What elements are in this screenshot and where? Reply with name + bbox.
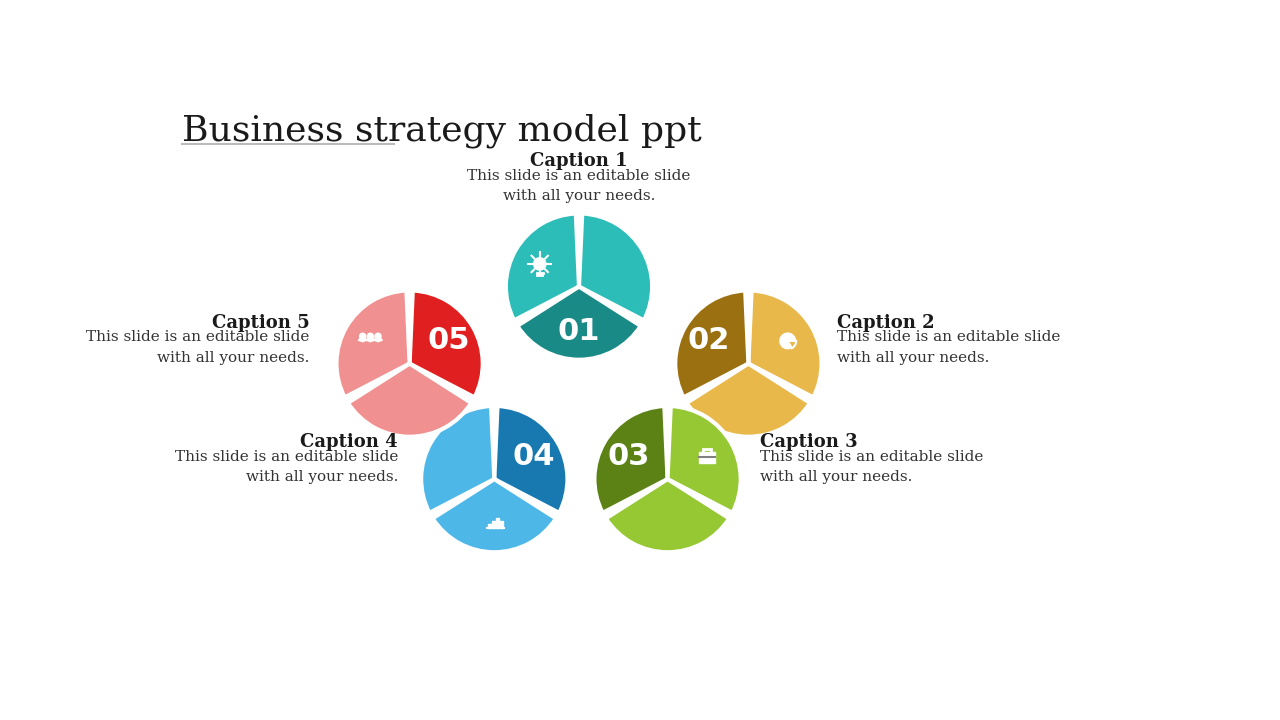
Wedge shape — [594, 406, 668, 513]
Text: 02: 02 — [687, 326, 731, 356]
Text: 05: 05 — [428, 326, 470, 356]
Text: This slide is an editable slide
with all your needs.: This slide is an editable slide with all… — [467, 168, 691, 203]
Wedge shape — [749, 290, 822, 397]
Wedge shape — [668, 406, 741, 513]
Text: Caption 4: Caption 4 — [301, 433, 398, 451]
Text: This slide is an editable slide
with all your needs.: This slide is an editable slide with all… — [760, 450, 983, 485]
Wedge shape — [337, 290, 410, 397]
Wedge shape — [686, 364, 810, 437]
Wedge shape — [517, 287, 641, 360]
Text: 03: 03 — [607, 442, 649, 471]
Wedge shape — [494, 406, 567, 513]
Wedge shape — [421, 406, 494, 513]
Text: This slide is an editable slide
with all your needs.: This slide is an editable slide with all… — [86, 330, 310, 365]
Wedge shape — [365, 337, 375, 343]
Wedge shape — [676, 290, 749, 397]
Text: Caption 2: Caption 2 — [837, 313, 934, 331]
Text: Business strategy model ppt: Business strategy model ppt — [183, 113, 703, 148]
Bar — [699, 452, 714, 462]
Bar — [495, 518, 499, 528]
Bar — [703, 449, 710, 453]
Text: Caption 5: Caption 5 — [211, 313, 310, 331]
Wedge shape — [579, 214, 652, 320]
Wedge shape — [780, 333, 796, 349]
Wedge shape — [357, 337, 367, 343]
Text: 01: 01 — [558, 318, 600, 346]
Text: Caption 1: Caption 1 — [530, 152, 627, 170]
Text: This slide is an editable slide
with all your needs.: This slide is an editable slide with all… — [837, 330, 1060, 365]
Wedge shape — [372, 337, 383, 343]
Circle shape — [375, 333, 381, 339]
Wedge shape — [433, 479, 556, 552]
Circle shape — [367, 333, 374, 339]
Wedge shape — [506, 214, 579, 320]
Circle shape — [360, 333, 366, 339]
Bar — [492, 521, 495, 528]
Bar — [488, 523, 492, 528]
Text: 04: 04 — [512, 442, 554, 471]
Circle shape — [534, 258, 545, 270]
Text: Caption 3: Caption 3 — [760, 433, 858, 451]
Wedge shape — [605, 479, 730, 552]
Text: This slide is an editable slide
with all your needs.: This slide is an editable slide with all… — [174, 450, 398, 485]
Bar — [499, 521, 503, 528]
Wedge shape — [410, 290, 483, 397]
Wedge shape — [348, 364, 471, 437]
